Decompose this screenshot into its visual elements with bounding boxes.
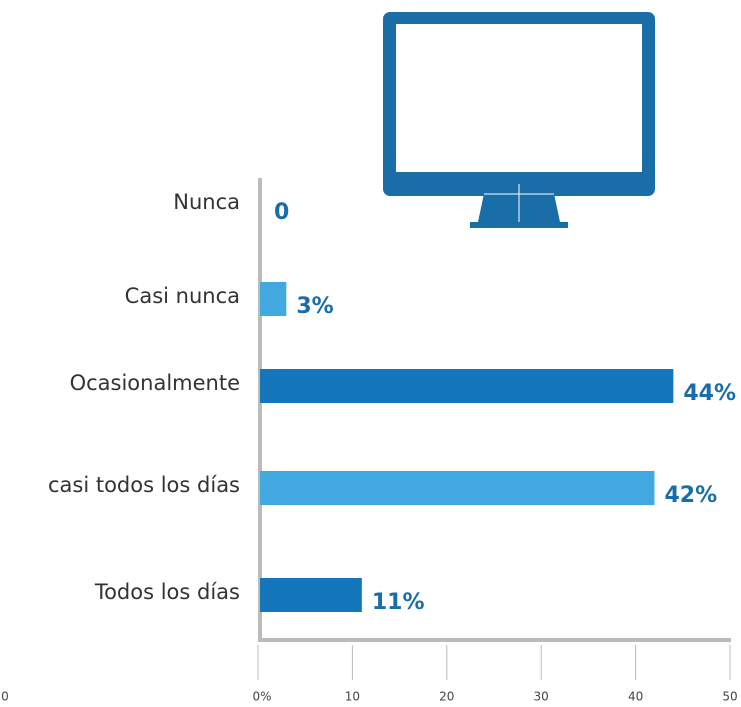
x-tick-label: 20 <box>439 690 454 704</box>
category-label: Nunca <box>173 190 240 214</box>
value-label: 42% <box>664 483 717 508</box>
bar <box>260 471 655 505</box>
value-label: 11% <box>372 590 425 615</box>
value-label: 0 <box>274 200 289 225</box>
annotation: 0 <box>1 690 9 704</box>
category-label: Casi nunca <box>125 284 240 308</box>
bar <box>260 578 362 612</box>
value-label: 3% <box>296 294 333 319</box>
category-label: Ocasionalmente <box>70 371 240 395</box>
bar <box>260 282 287 316</box>
x-tick-label: 50 <box>722 690 737 704</box>
category-label: casi todos los días <box>48 473 240 497</box>
x-tick-label: 10 <box>345 690 360 704</box>
category-label: Todos los días <box>94 580 240 604</box>
x-tick-label: 30 <box>534 690 549 704</box>
x-tick-label: 40 <box>628 690 643 704</box>
bar <box>260 369 674 403</box>
x-tick-label: 0% <box>252 690 271 704</box>
value-label: 44% <box>683 381 736 406</box>
monitor-icon <box>383 12 655 228</box>
